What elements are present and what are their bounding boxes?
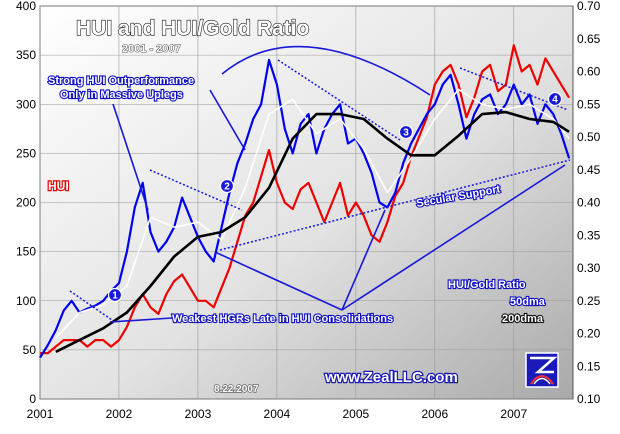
series-line-2 bbox=[55, 88, 570, 339]
y-left-tick-7: 350 bbox=[16, 48, 36, 62]
date-stamp: 8.22.2007 bbox=[214, 384, 259, 395]
y-left-tick-4: 200 bbox=[16, 196, 36, 210]
y-right-tick-2: 0.20 bbox=[577, 327, 601, 341]
y-right-tick-8: 0.50 bbox=[577, 130, 601, 144]
note-outperformance-line1: Strong HUI Outperformance bbox=[48, 75, 194, 87]
pointer-uplegs-2 bbox=[209, 89, 246, 151]
note-weakest-hgrs: Weakest HGRs Late in HUI Consolidations bbox=[172, 313, 393, 325]
series-line-1 bbox=[40, 44, 571, 355]
y-right-tick-3: 0.25 bbox=[577, 294, 601, 308]
series-group bbox=[39, 44, 571, 359]
x-tick-6: 2007 bbox=[500, 407, 527, 421]
dma200-label: 200dma bbox=[502, 313, 544, 325]
x-axis: 2001 2002 2003 2004 2005 2006 2007 bbox=[27, 407, 528, 421]
note-outperformance-line2: Only in Massive Uplegs bbox=[60, 89, 183, 101]
pointer-uplegs-1 bbox=[112, 103, 149, 211]
x-tick-1: 2002 bbox=[106, 407, 133, 421]
marker-label-1: 1 bbox=[112, 291, 118, 302]
marker-circle-2 bbox=[219, 178, 235, 194]
marker-circle-4 bbox=[547, 91, 563, 107]
x-tick-0: 2001 bbox=[27, 407, 54, 421]
ratio-series-label: HUI/Gold Ratio bbox=[448, 279, 526, 291]
marker-label-4: 4 bbox=[552, 95, 558, 106]
pointer-weak-3 bbox=[341, 164, 566, 311]
y-left-tick-5: 250 bbox=[16, 146, 36, 160]
pointer-weak-2 bbox=[341, 209, 386, 311]
x-tick-3: 2004 bbox=[264, 407, 291, 421]
y-right-tick-11: 0.65 bbox=[577, 32, 601, 46]
x-tick-4: 2005 bbox=[343, 407, 370, 421]
y-right-tick-10: 0.60 bbox=[577, 65, 601, 79]
marker-label-2: 2 bbox=[224, 182, 230, 193]
dma50-label: 50dma bbox=[510, 296, 546, 308]
marker-label-3: 3 bbox=[403, 128, 409, 139]
y-left-tick-1: 50 bbox=[23, 343, 37, 357]
y-left-tick-0: 0 bbox=[29, 392, 36, 406]
series-line-0 bbox=[39, 58, 571, 359]
hui-series-label: HUI bbox=[48, 179, 69, 193]
left-axis: 0 50 100 150 200 250 300 350 400 bbox=[16, 0, 36, 406]
pointer-weak-4 bbox=[109, 317, 173, 323]
x-tick-2: 2003 bbox=[185, 407, 212, 421]
trend-line-1 bbox=[69, 290, 113, 321]
trend-line-2 bbox=[149, 169, 243, 211]
marker-circle-1 bbox=[107, 287, 123, 303]
arc-arrow bbox=[221, 45, 431, 96]
y-right-tick-6: 0.40 bbox=[577, 196, 601, 210]
y-left-tick-2: 100 bbox=[16, 294, 36, 308]
marker-circle-3 bbox=[398, 124, 414, 140]
y-left-tick-8: 400 bbox=[16, 0, 36, 13]
y-right-tick-12: 0.70 bbox=[577, 0, 601, 13]
y-right-tick-9: 0.55 bbox=[577, 97, 601, 111]
chart-title: HUI and HUI/Gold Ratio bbox=[76, 17, 309, 40]
annotation-guides: 1 2 3 4 bbox=[69, 45, 571, 323]
y-right-tick-7: 0.45 bbox=[577, 163, 601, 177]
y-right-tick-5: 0.35 bbox=[577, 228, 601, 242]
y-right-tick-4: 0.30 bbox=[577, 261, 601, 275]
website-url: www.ZealLLC.com bbox=[324, 369, 458, 386]
x-tick-5: 2006 bbox=[421, 407, 448, 421]
pointer-weak-1 bbox=[214, 251, 343, 311]
y-right-tick-0: 0.10 bbox=[577, 392, 601, 406]
series-line-3 bbox=[55, 110, 570, 353]
y-left-tick-6: 300 bbox=[16, 97, 36, 111]
y-left-tick-3: 150 bbox=[16, 245, 36, 259]
zeal-logo bbox=[525, 352, 559, 388]
right-axis: 0.10 0.15 0.20 0.25 0.30 0.35 0.40 0.45 0.50 0.55… bbox=[577, 0, 601, 406]
secular-support-line bbox=[219, 159, 571, 251]
chart-subtitle: 2001 - 2007 bbox=[122, 43, 181, 55]
y-right-tick-1: 0.15 bbox=[577, 359, 601, 373]
trend-line-3 bbox=[277, 59, 401, 141]
